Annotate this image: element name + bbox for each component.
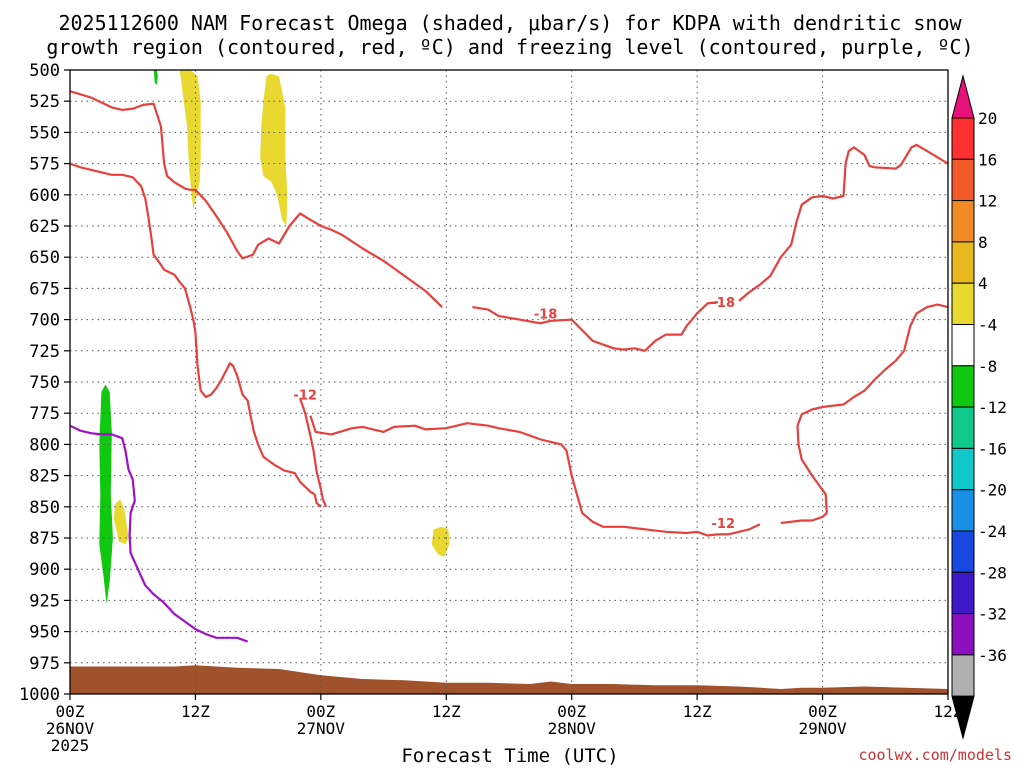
shaded-region-omega-neg-a — [99, 384, 113, 605]
colorbar-swatch — [951, 158, 975, 202]
credit-text: coolwx.com/models — [858, 746, 1012, 764]
y-tick-label: 625 — [29, 217, 60, 237]
x-tick-label-top: 00Z — [808, 702, 837, 721]
y-tick-label: 725 — [29, 342, 60, 362]
x-tick-label-top: 00Z — [557, 702, 586, 721]
colorbar-label: -36 — [978, 646, 1007, 665]
y-tick-label: 500 — [29, 61, 60, 81]
colorbar-label: -4 — [978, 316, 997, 335]
y-tick-label: 900 — [29, 560, 60, 580]
colorbar-label: 4 — [978, 274, 988, 293]
contour-line--12d — [780, 303, 948, 525]
x-tick-label-mid: 27NOV — [297, 719, 346, 738]
contour-line--12c — [309, 415, 761, 537]
colorbar-swatch — [951, 489, 975, 532]
y-tick-label: 1000 — [19, 685, 60, 705]
colorbar-label: -12 — [978, 398, 1007, 417]
colorbar-swatch — [951, 324, 975, 367]
y-tick-label: 975 — [29, 654, 60, 674]
shaded-region-omega-neg-d — [977, 66, 1024, 207]
colorbar-label: -8 — [978, 357, 997, 376]
y-tick-label: 875 — [29, 529, 60, 549]
y-tick-label: 800 — [29, 435, 60, 455]
colorbar-label: -28 — [978, 563, 1007, 582]
colorbar: 20 16 12 8 4 -4 -8 -12 -16 -20 -24 -28 -32 -36 — [951, 74, 1007, 741]
chart-title-line1: 2025112600 NAM Forecast Omega (shaded, μ… — [58, 11, 962, 35]
colorbar-bottom-arrow — [951, 695, 975, 741]
y-tick-label: 550 — [29, 123, 60, 143]
contour-line-freezing — [70, 424, 249, 643]
colorbar-label: -16 — [978, 439, 1007, 458]
y-tick-label: 700 — [29, 311, 60, 331]
chart-title-line2: growth region (contoured, red, ºC) and f… — [46, 35, 973, 59]
colorbar-swatch — [951, 447, 975, 491]
contour-line--12b — [298, 397, 328, 508]
x-tick-label-bot: 2025 — [51, 736, 90, 755]
colorbar-top-arrow — [951, 74, 975, 119]
contour-label: -18 — [712, 296, 736, 311]
contour-line--18 — [70, 90, 443, 308]
contour-label: -18 — [534, 307, 558, 322]
y-tick-label: 925 — [29, 591, 60, 611]
x-tick-label-top: 00Z — [56, 702, 85, 721]
contour-line--18b — [472, 301, 719, 352]
x-axis-label: Forecast Time (UTC) — [401, 745, 618, 767]
colorbar-label: -24 — [978, 522, 1007, 541]
y-tick-label: 650 — [29, 248, 60, 268]
colorbar-label: 12 — [978, 192, 997, 211]
x-tick-label-mid: 26NOV — [46, 719, 95, 738]
terrain-surface — [70, 665, 948, 694]
contour-line--18c — [738, 143, 948, 302]
contour-labels: -18 -18 -12 -12 — [293, 296, 735, 532]
y-tick-label: 575 — [29, 155, 60, 175]
colorbar-label: 20 — [978, 109, 997, 128]
y-tick-label: 750 — [29, 373, 60, 393]
colorbar-label: 16 — [978, 150, 997, 169]
colorbar-swatch — [951, 571, 975, 615]
colorbar-swatch — [951, 282, 975, 326]
y-tick-label: 950 — [29, 623, 60, 643]
x-tick-label-top: 12Z — [683, 702, 712, 721]
contour-label: -12 — [712, 517, 736, 532]
colorbar-swatch — [951, 654, 975, 697]
x-tick-label-mid: 28NOV — [548, 719, 597, 738]
y-tick-label: 675 — [29, 279, 60, 299]
colorbar-swatch — [951, 406, 975, 449]
omega-shading — [70, 66, 1024, 694]
y-tick-label: 825 — [29, 467, 60, 487]
colorbar-swatch — [951, 241, 975, 284]
contour-line--12 — [70, 162, 322, 508]
colorbar-swatch — [951, 200, 975, 243]
colorbar-swatch — [951, 530, 975, 573]
contour-lines — [70, 90, 948, 643]
shaded-region-omega-pos-b — [260, 73, 288, 226]
x-tick-label-top: 12Z — [432, 702, 461, 721]
shaded-region-omega-neg-b — [153, 70, 158, 85]
shaded-region-omega-pos-c — [431, 526, 450, 557]
colorbar-label: 8 — [978, 233, 988, 252]
y-axis: 500 525 550 575 600 625 650 675 700 725 750 775 800 8… — [19, 61, 70, 705]
colorbar-swatch — [951, 117, 975, 160]
grid-lines — [70, 70, 948, 694]
shaded-region-omega-pos-d — [113, 499, 129, 545]
colorbar-label: -32 — [978, 605, 1007, 624]
x-tick-label-mid: 29NOV — [798, 719, 847, 738]
y-tick-label: 600 — [29, 186, 60, 206]
contour-label: -12 — [293, 388, 317, 403]
plot-frame — [69, 69, 949, 695]
colorbar-label: -20 — [978, 481, 1007, 500]
y-tick-label: 850 — [29, 498, 60, 518]
y-tick-label: 525 — [29, 92, 60, 112]
x-tick-label-top: 12Z — [181, 702, 210, 721]
colorbar-swatch — [951, 613, 975, 656]
colorbar-swatch — [951, 365, 975, 408]
x-tick-label-top: 00Z — [306, 702, 335, 721]
y-tick-label: 775 — [29, 404, 60, 424]
plot-area: -18 -18 -12 -12 — [69, 66, 1024, 695]
